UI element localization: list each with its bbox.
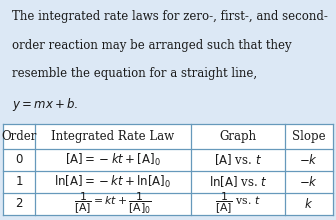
Text: $-k$: $-k$ (299, 153, 318, 167)
Text: $\dfrac{1}{[\mathrm{A}]} = kt + \dfrac{1}{[\mathrm{A}]_0}$: $\dfrac{1}{[\mathrm{A}]} = kt + \dfrac{1… (74, 191, 152, 216)
Text: $1$: $1$ (15, 175, 23, 188)
Text: $\dfrac{1}{[\mathrm{A}]}$ vs. $t$: $\dfrac{1}{[\mathrm{A}]}$ vs. $t$ (215, 191, 261, 216)
Text: $y = mx + b.$: $y = mx + b.$ (12, 96, 78, 113)
Text: Graph: Graph (219, 130, 256, 143)
Text: $0$: $0$ (15, 153, 23, 166)
Text: Integrated Rate Law: Integrated Rate Law (51, 130, 174, 143)
Text: order reaction may be arranged such that they: order reaction may be arranged such that… (12, 38, 291, 51)
Text: $[\mathrm{A}]$ vs. $t$: $[\mathrm{A}]$ vs. $t$ (214, 152, 262, 167)
Text: $k$: $k$ (304, 196, 313, 211)
Bar (3, 124, 333, 214)
Text: $-k$: $-k$ (299, 175, 318, 189)
Text: resemble the equation for a straight line,: resemble the equation for a straight lin… (12, 67, 257, 80)
Text: $\ln[\mathrm{A}]$ vs. $t$: $\ln[\mathrm{A}]$ vs. $t$ (209, 174, 267, 189)
Text: $2$: $2$ (15, 197, 23, 210)
Text: $\ln[\mathrm{A}] = -kt + \ln[\mathrm{A}]_0$: $\ln[\mathrm{A}] = -kt + \ln[\mathrm{A}]… (54, 174, 171, 190)
Text: The integrated rate laws for zero-, first-, and second-: The integrated rate laws for zero-, firs… (12, 10, 328, 23)
Text: Order: Order (1, 130, 37, 143)
Text: Slope: Slope (292, 130, 326, 143)
Text: $[\mathrm{A}] = -kt + [\mathrm{A}]_0$: $[\mathrm{A}] = -kt + [\mathrm{A}]_0$ (65, 152, 161, 168)
